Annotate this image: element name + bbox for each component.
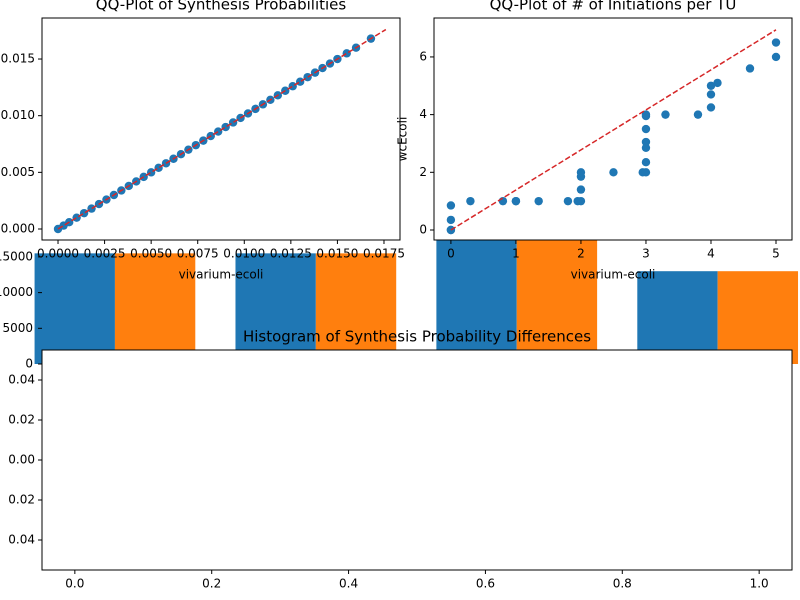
point [771,52,781,62]
chart-title: QQ-Plot of # of Initiations per TU [490,0,737,14]
x-tick-label: 0.0150 [316,247,358,261]
point [446,215,456,225]
point [288,82,297,91]
point [511,196,521,206]
point [563,196,573,206]
bar [436,239,517,364]
bar [315,253,397,364]
y-tick-label: 0.02 [8,413,35,427]
plot-area [42,350,792,570]
x-tick-label: 0.0175 [363,247,405,261]
axes-frame [433,17,793,241]
point [146,168,156,177]
x-axis-label: vivarium-ecoli [571,268,656,282]
chart-title: QQ-Plot of Synthesis Probabilities [96,0,347,14]
point [576,185,586,194]
point [693,110,703,119]
point [498,196,508,206]
x-tick-label: 0.6 [476,577,495,591]
point [609,168,618,177]
y-tick-label: 4 [419,107,427,121]
point [641,143,651,152]
bar [114,253,196,364]
point [214,127,223,136]
y-tick-label: 6 [419,49,427,63]
x-tick-label: 2 [577,247,585,261]
point [154,163,163,173]
point [228,118,238,127]
point [534,196,543,206]
y-tick-label: 2 [419,165,427,179]
point [303,72,312,82]
point [446,225,456,235]
x-tick-label: 0 [447,247,455,261]
x-tick-label: 3 [642,247,650,261]
x-tick-label: 5 [772,247,780,261]
y-axis-label: wcEcoli [396,117,410,162]
x-axis-label: vivarium-ecoli [179,268,264,282]
point [641,124,651,134]
reference-line [57,28,387,230]
x-tick-label: 0.0100 [223,247,265,261]
point [771,38,781,47]
y-tick-label: 0.010 [1,108,35,122]
y-tick-label: 0.000 [1,222,35,236]
point [641,110,651,119]
point [706,90,716,99]
bar [516,239,598,364]
point [576,196,586,206]
bar [637,271,718,364]
bar [235,253,316,364]
point [713,78,722,88]
point [466,196,475,206]
x-tick-label: 0.0000 [37,247,79,261]
x-tick-label: 0.0 [65,577,84,591]
y-tick-label: 0.015 [1,52,35,66]
point [641,137,651,147]
point [706,103,716,112]
x-tick-label: 0.0025 [84,247,126,261]
point [342,49,351,58]
axes-frame [41,17,401,241]
x-tick-label: 1.0 [750,577,769,591]
point [72,213,81,222]
x-tick-label: 0.0050 [130,247,172,261]
y-tick-label: 0.02 [8,493,35,507]
point [641,168,651,177]
y-tick-label: 0.04 [8,373,35,387]
y-tick-label: 0 [419,222,427,236]
y-tick-label: 5000 [2,321,33,335]
x-tick-label: 0.0125 [270,247,312,261]
reference-line [450,29,777,231]
y-tick-label: 0.005 [1,165,35,179]
x-tick-label: 0.4 [339,577,358,591]
x-tick-label: 1 [512,247,520,261]
y-tick-label: 0 [25,357,33,371]
y-tick-label: 10000 [0,285,33,299]
x-tick-label: 0.8 [613,577,632,591]
bar [717,271,799,364]
chart-title: Histogram of Synthesis Probability Diffe… [243,328,591,346]
point [661,110,670,119]
point [446,201,456,210]
bar [34,253,115,364]
point [706,81,716,90]
x-tick-label: 0.0075 [177,247,219,261]
y-tick-label: 0.04 [8,533,35,547]
point [641,158,651,167]
point [576,168,586,177]
y-tick-label: 0.00 [8,453,35,467]
y-tick-label: 15000 [0,249,33,263]
point [745,64,755,73]
x-tick-label: 0.2 [202,577,221,591]
x-tick-label: 4 [707,247,715,261]
